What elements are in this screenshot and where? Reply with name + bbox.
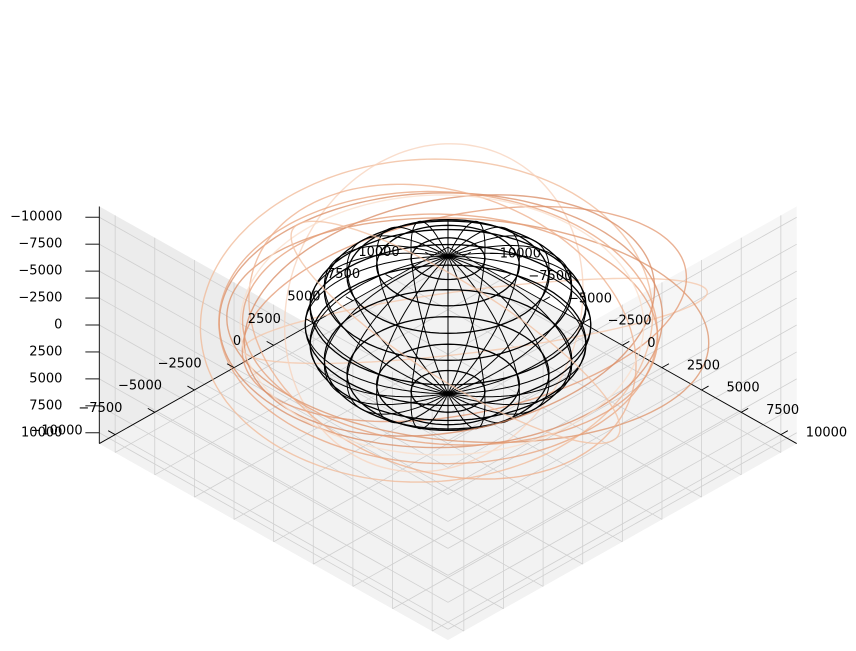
sphere-longitude-line [447, 255, 592, 395]
grid-line [431, 255, 782, 453]
sphere-longitude-line [447, 220, 486, 394]
y-tick-label: 0 [647, 336, 655, 351]
sphere-longitude-line [304, 255, 449, 395]
grid-line [392, 278, 742, 476]
y-tick-mark [780, 430, 789, 436]
z-tick-label: −5000 [18, 264, 62, 279]
y-tick-label: 7500 [766, 403, 799, 418]
sphere-longitude-line [346, 255, 449, 415]
x-tick-label: −5000 [118, 379, 162, 394]
x-tick-label: −7500 [78, 401, 122, 416]
grid-line [447, 378, 797, 576]
orbits-front-layer [218, 183, 659, 480]
z-tick-label: −10000 [10, 210, 62, 225]
z-tick-label: −7500 [18, 237, 62, 252]
sphere-longitude-line [309, 252, 449, 395]
orbit-path [241, 205, 688, 423]
orbit-path [218, 190, 659, 465]
sphere-longitude-line [447, 255, 550, 415]
sphere-longitude-line [447, 235, 550, 395]
x-tick-label: 0 [233, 334, 241, 349]
x-tick-mark [147, 407, 155, 413]
orbit-path [290, 220, 621, 445]
grid-line [352, 300, 702, 498]
y-tick-label: 5000 [727, 381, 760, 396]
x-tick-mark [266, 341, 274, 346]
y-tick-mark [582, 318, 590, 324]
grid-line [99, 351, 449, 549]
x-tick-mark [107, 430, 116, 436]
grid-line [273, 344, 623, 543]
grid-line [99, 405, 449, 603]
orbit-path [199, 158, 654, 483]
grid-line [447, 351, 797, 549]
y-tick-label: −2500 [608, 314, 652, 329]
orbit-path [239, 194, 645, 456]
y-tick-mark [622, 341, 630, 346]
x-tick-label: 7500 [327, 267, 360, 282]
grid-line [99, 432, 449, 630]
z-tick-label: 10000 [21, 425, 62, 440]
sphere-longitude-line [410, 220, 449, 394]
z-tick-label: 0 [54, 318, 62, 333]
sphere-longitude-line [346, 235, 449, 395]
z-tick-label: 5000 [29, 371, 62, 386]
sphere-longitude-line [447, 226, 520, 395]
x-tick-mark [306, 318, 314, 324]
grid-line [313, 367, 663, 565]
y-tick-mark [503, 274, 511, 279]
earth-wireframe [304, 218, 592, 432]
y-tick-label: −5000 [568, 291, 612, 306]
grid-line [352, 389, 702, 587]
y-tick-label: 2500 [687, 358, 720, 373]
sphere-longitude-line [447, 256, 486, 430]
x-tick-label: 5000 [287, 289, 320, 304]
grid-line [99, 378, 449, 576]
axes-ticks: −10000−7500−5000−2500025005000750010000−… [10, 210, 847, 441]
sphere-longitude-line [447, 244, 573, 395]
x-tick-mark [187, 385, 195, 391]
sphere-longitude-line [323, 255, 449, 406]
y-tick-label: −7500 [528, 269, 572, 284]
sphere-longitude-line [447, 255, 573, 406]
y-tick-mark [542, 296, 551, 302]
grid-line [392, 411, 742, 610]
z-tick-label: −2500 [18, 291, 62, 306]
y-tick-mark [701, 385, 709, 391]
x-tick-label: 10000 [358, 245, 399, 260]
z-tick-label: 2500 [29, 344, 62, 359]
x-tick-mark [424, 251, 433, 257]
y-tick-mark [741, 407, 749, 413]
y-tick-label: −10000 [489, 247, 541, 262]
x-tick-mark [226, 363, 235, 369]
x-tick-label: 2500 [248, 312, 281, 327]
grid-line [447, 405, 797, 603]
x-tick-label: −2500 [158, 356, 202, 371]
sphere-longitude-line [323, 244, 449, 395]
grid-line [431, 434, 782, 632]
y-tick-label: 10000 [806, 425, 847, 440]
y-tick-mark [661, 363, 670, 369]
grid-line [447, 432, 797, 630]
x-tick-mark [385, 274, 393, 279]
x-tick-mark [345, 296, 354, 302]
y-tick-mark [463, 251, 472, 257]
x-tick-label: −10000 [30, 423, 82, 438]
orbit-path [226, 217, 710, 444]
z-tick-label: 7500 [29, 398, 62, 413]
